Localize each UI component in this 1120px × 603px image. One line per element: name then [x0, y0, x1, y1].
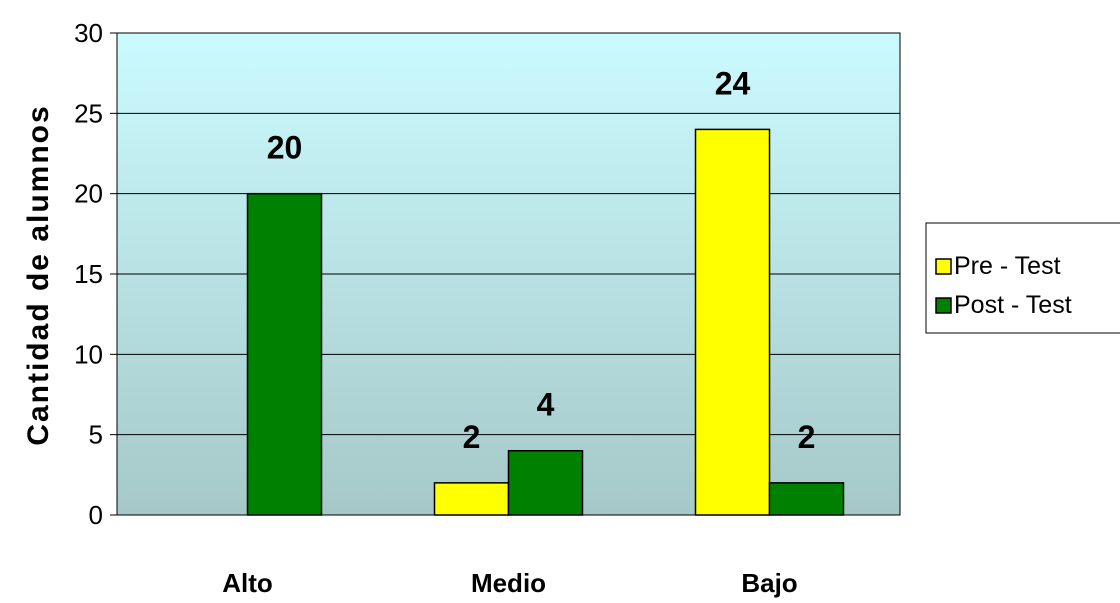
bar-pre-test-bajo: [694, 128, 771, 516]
bars: [246, 128, 845, 516]
data-label-post-test-bajo: 2: [798, 419, 816, 455]
legend-swatch-pre-test: [935, 258, 952, 275]
y-tick-label: 5: [89, 420, 103, 450]
x-category-label: Bajo: [741, 568, 797, 598]
x-category-label: Medio: [471, 568, 546, 598]
data-label-pre-test-medio: 2: [463, 419, 481, 455]
y-tick-label: 25: [74, 98, 103, 128]
legend-swatch-post-test: [935, 297, 952, 314]
data-label-pre-test-bajo: 24: [715, 65, 751, 101]
bar-pre-test-medio: [433, 482, 510, 516]
data-label-post-test-alto: 20: [267, 130, 303, 166]
bar-post-test-alto: [246, 192, 323, 516]
y-tick-label: 20: [74, 179, 103, 209]
x-axis-categories: Alto Medio Bajo: [222, 568, 797, 598]
legend-label-post-test: Post - Test: [954, 291, 1072, 319]
y-tick-label: 30: [74, 18, 103, 48]
x-category-label: Alto: [222, 568, 273, 598]
data-label-post-test-medio: 4: [537, 387, 555, 423]
legend: Pre - Test Post - Test: [925, 222, 1120, 334]
y-axis-ticks: 0 5 10 15 20 25 30: [74, 18, 117, 530]
bar-post-test-bajo: [768, 482, 845, 516]
legend-box: [925, 222, 1120, 334]
y-tick-label: 10: [74, 339, 103, 369]
y-tick-label: 15: [74, 259, 103, 289]
legend-label-pre-test: Pre - Test: [954, 252, 1061, 280]
y-axis-label: Cantidad de alumnos: [22, 104, 55, 445]
bar-post-test-medio: [507, 449, 584, 516]
y-tick-label: 0: [89, 500, 103, 530]
